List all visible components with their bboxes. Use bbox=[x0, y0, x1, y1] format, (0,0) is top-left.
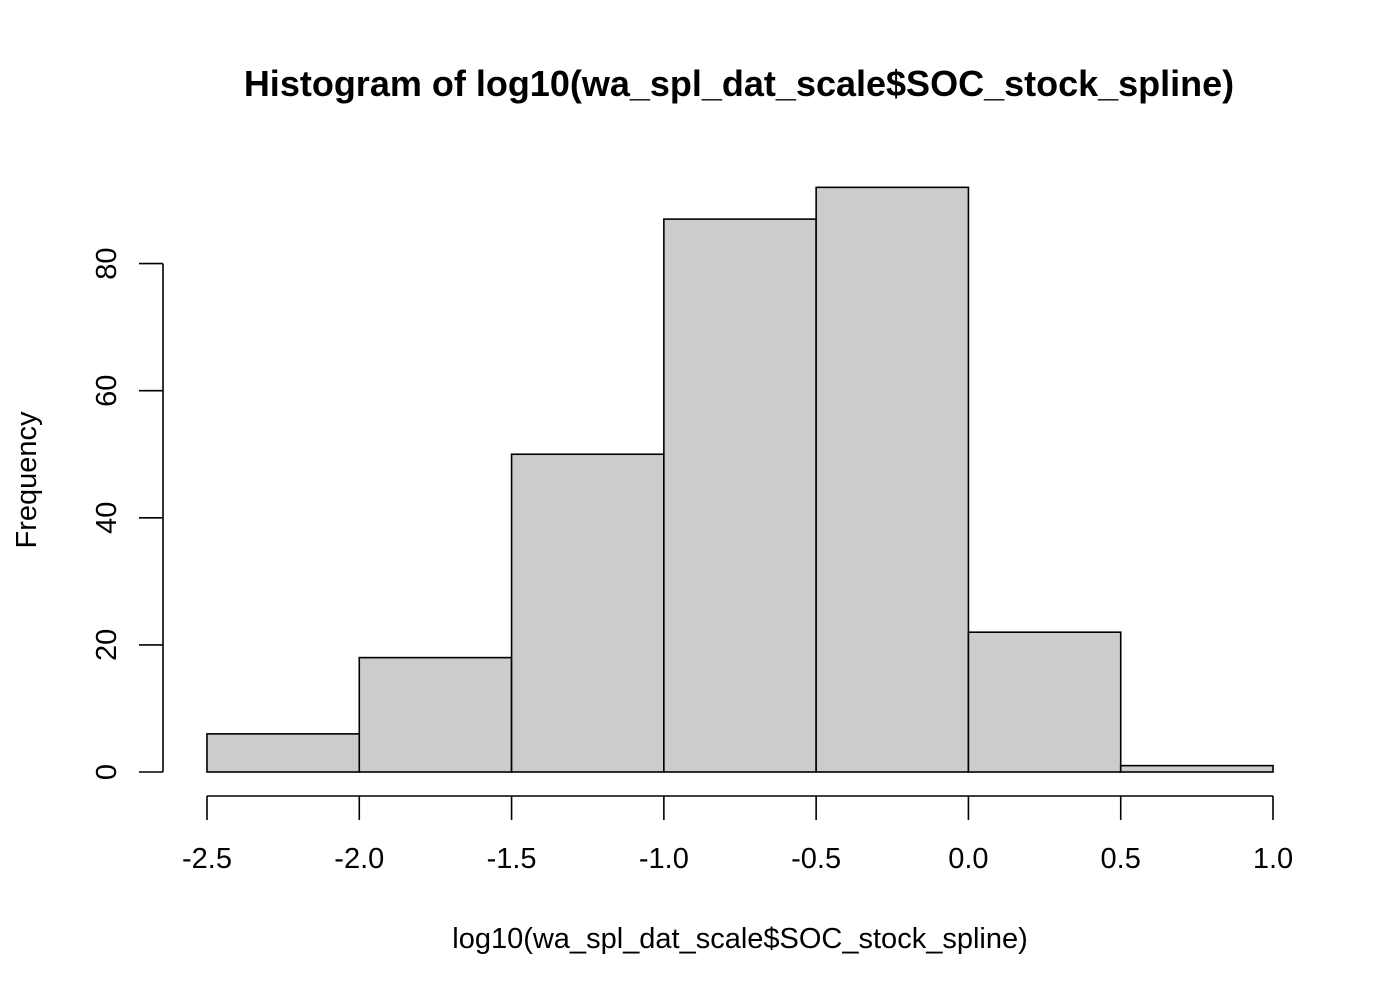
histogram-bar-3 bbox=[663, 218, 817, 773]
x-tick-label-2: -1.5 bbox=[487, 843, 537, 875]
histogram-bar-0 bbox=[206, 733, 361, 773]
y-tick-label-0: 0 bbox=[91, 764, 123, 780]
y-axis: 0 20 40 60 80 bbox=[91, 247, 164, 780]
x-tick-label-5: 0.0 bbox=[948, 843, 988, 875]
x-tick-label-6: 0.5 bbox=[1101, 843, 1141, 875]
y-tick-label-2: 40 bbox=[91, 502, 123, 534]
chart-title: Histogram of log10(wa_spl_dat_scale$SOC_… bbox=[244, 63, 1234, 104]
y-tick-label-4: 80 bbox=[91, 247, 123, 279]
x-axis: -2.5 -2.0 -1.5 -1.0 -0.5 0.0 0.5 1.0 bbox=[182, 795, 1293, 875]
y-tick-label-1: 20 bbox=[91, 629, 123, 661]
y-tick-label-3: 60 bbox=[91, 375, 123, 407]
x-tick-label-0: -2.5 bbox=[182, 843, 232, 875]
x-axis-label: log10(wa_spl_dat_scale$SOC_stock_spline) bbox=[452, 923, 1028, 955]
x-tick-label-7: 1.0 bbox=[1253, 843, 1293, 875]
y-axis-label: Frequency bbox=[11, 411, 43, 549]
x-tick-label-1: -2.0 bbox=[334, 843, 384, 875]
histogram-bar-2 bbox=[510, 453, 665, 773]
histogram-bar-5 bbox=[967, 631, 1122, 773]
x-tick-label-4: -0.5 bbox=[791, 843, 841, 875]
bars-group bbox=[206, 186, 1274, 773]
histogram-bar-1 bbox=[358, 656, 513, 773]
histogram-bar-6 bbox=[1119, 764, 1274, 773]
histogram-bar-4 bbox=[815, 186, 970, 773]
x-tick-label-3: -1.0 bbox=[639, 843, 689, 875]
